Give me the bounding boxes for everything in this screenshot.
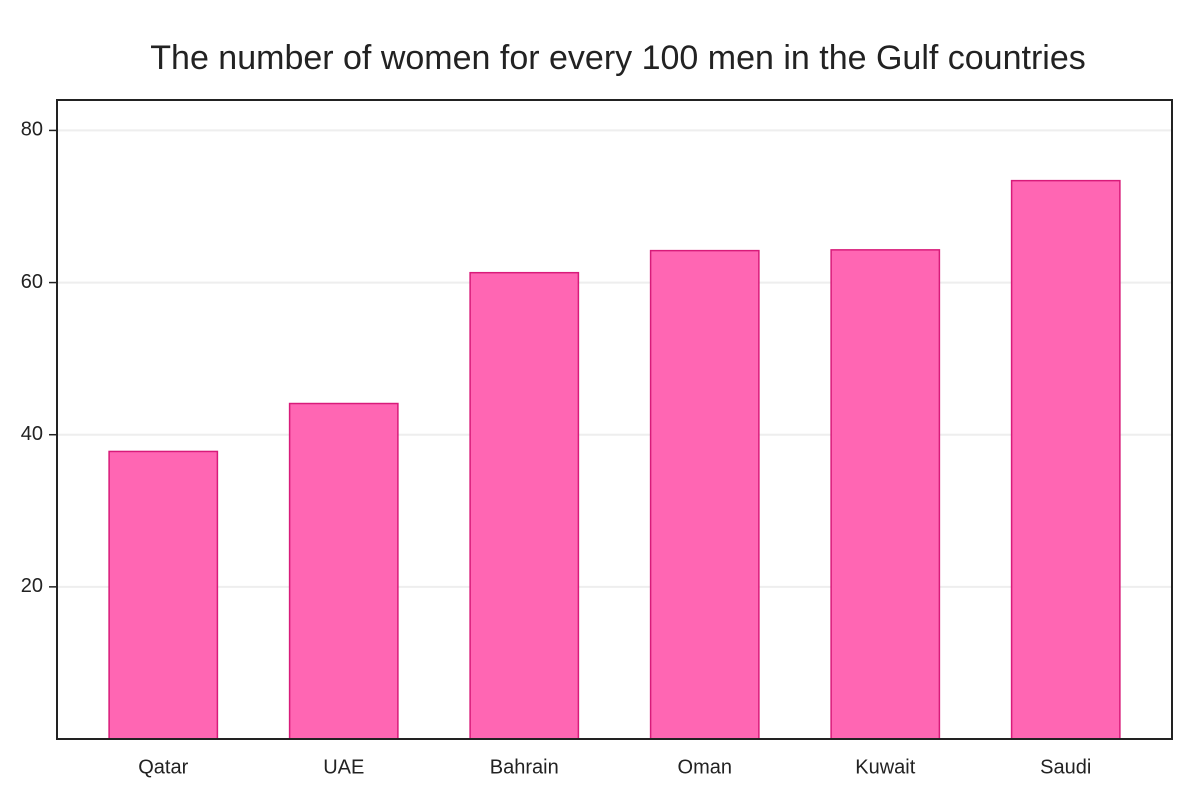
- bar: [649, 249, 760, 740]
- chart-title: The number of women for every 100 men in…: [150, 39, 1085, 77]
- y-tick-label: 40: [21, 423, 43, 445]
- bar: [1010, 179, 1121, 740]
- bar: [469, 271, 580, 740]
- y-tick-label: 80: [21, 119, 43, 141]
- bar: [108, 450, 219, 740]
- y-tick-label: 60: [21, 271, 43, 293]
- plot-frame: [56, 99, 1173, 740]
- x-tick-label: Bahrain: [490, 756, 559, 778]
- x-tick-label: Kuwait: [855, 756, 915, 778]
- bar: [288, 402, 399, 740]
- y-tick-label: 20: [21, 575, 43, 597]
- x-tick-label: Oman: [678, 756, 732, 778]
- bar: [830, 249, 941, 740]
- x-tick-label: Qatar: [138, 756, 188, 778]
- x-tick-label: UAE: [323, 756, 364, 778]
- x-tick-label: Saudi: [1040, 756, 1091, 778]
